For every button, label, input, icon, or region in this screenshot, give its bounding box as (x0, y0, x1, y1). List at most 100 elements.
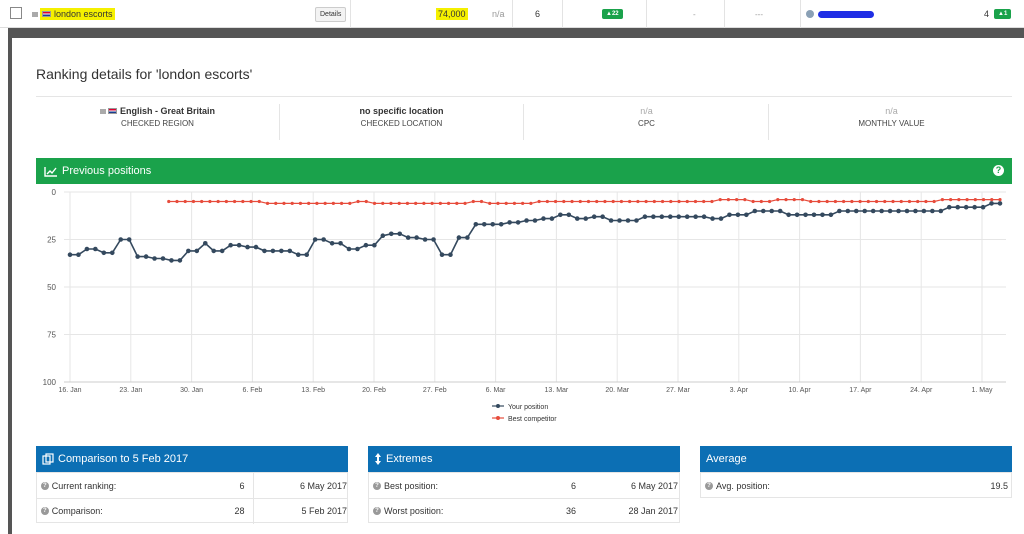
your-position-point (270, 248, 276, 254)
y-tick-label: 75 (47, 331, 56, 340)
comparison-body: ? Current ranking: 6 6 May 2017 ? Compar… (36, 472, 348, 524)
your-position-point (608, 218, 614, 223)
average-header: Average (700, 446, 1012, 472)
your-position-point (338, 241, 343, 246)
your-position-point (930, 208, 935, 214)
competitor-point (718, 198, 722, 202)
competitor-point (578, 199, 582, 204)
region-icon (99, 108, 106, 114)
comparison-header: Comparison to 5 Feb 2017 (36, 446, 348, 472)
competitor-point (940, 198, 944, 202)
your-position-point (363, 242, 369, 248)
dash-value-2: --- (755, 9, 763, 19)
competitor-point (817, 199, 821, 204)
your-position-point (329, 241, 335, 246)
info-icon[interactable]: ? (705, 481, 713, 490)
your-position-point (295, 252, 301, 257)
dash-value: - (693, 9, 696, 19)
x-tick-label: 13. Feb (301, 387, 325, 394)
your-position-point (279, 248, 284, 254)
competitor-point (274, 201, 278, 205)
legend-label: Best competitor (508, 416, 557, 423)
competitor-point (331, 201, 335, 205)
your-position-point (769, 208, 775, 214)
competitor-point (298, 201, 303, 205)
competitor-point (809, 199, 813, 204)
competitor-point (603, 199, 607, 204)
your-position-point (794, 212, 800, 218)
your-position-point (845, 208, 851, 214)
competitor-point (685, 199, 689, 204)
your-position-point (651, 214, 656, 219)
info-icon[interactable]: ? (41, 507, 49, 515)
your-position-point (558, 212, 563, 218)
your-position-point (67, 252, 73, 257)
legend-label: Your position (508, 404, 548, 411)
your-position-point (245, 244, 250, 250)
competitor-point (562, 199, 566, 204)
x-tick-label: 6. Feb (242, 387, 262, 394)
competitor-point (455, 201, 459, 205)
your-position-point (160, 256, 166, 261)
row-label: Comparison: (51, 506, 103, 516)
competitor-point (916, 199, 920, 204)
your-position-point (448, 252, 453, 257)
competitor-point (307, 201, 311, 205)
competitor-point (595, 199, 599, 204)
competitor-point (628, 199, 632, 204)
competitor-point (553, 199, 558, 204)
your-position-point (405, 235, 411, 240)
your-position-point (186, 248, 191, 254)
your-position-point (372, 242, 377, 248)
competitor-point (743, 198, 747, 202)
cpc-info-label: CPC (638, 119, 655, 128)
region-value: English - Great Britain (119, 106, 215, 116)
competitor-point (619, 199, 624, 204)
your-position-point (118, 237, 124, 242)
cpc-value: n/a (492, 9, 505, 19)
info-icon[interactable]: ? (373, 481, 381, 490)
competitor-point (479, 199, 484, 204)
competitor-point (726, 198, 731, 202)
location-label: CHECKED LOCATION (360, 119, 443, 128)
your-position-point (109, 250, 115, 256)
your-position-point (498, 222, 504, 227)
help-icon[interactable]: ? (993, 165, 1004, 176)
competitor-point (323, 201, 327, 205)
your-position-point (532, 218, 538, 223)
monthly-value-label: MONTHLY VALUE (858, 119, 925, 128)
your-position-point (321, 237, 326, 242)
info-icon[interactable]: ? (373, 507, 381, 515)
legend-marker (496, 416, 500, 420)
competitor-point (792, 198, 796, 202)
your-position-point (600, 214, 605, 219)
row-value: 6 (570, 480, 576, 491)
your-position-point (718, 216, 724, 221)
redacted-url (818, 10, 874, 18)
info-icon[interactable]: ? (41, 481, 49, 490)
details-button[interactable]: Details (315, 6, 347, 22)
competitor-point (981, 198, 986, 202)
extremes-title: Extremes (386, 453, 433, 465)
current-position: 6 (535, 9, 541, 19)
y-tick-label: 100 (43, 378, 57, 387)
uk-flag-icon (42, 11, 51, 17)
your-position-point (143, 254, 149, 259)
your-position-point (236, 242, 242, 248)
competitor-point (652, 199, 656, 204)
your-position-point (388, 231, 394, 237)
competitor-point (990, 198, 994, 202)
your-position-point (820, 212, 825, 218)
competitor-point (776, 198, 780, 202)
your-position-point (913, 208, 918, 214)
competitor-point (233, 199, 237, 204)
your-position-point (202, 241, 208, 246)
competitor-point (973, 198, 977, 202)
your-position-point (642, 214, 648, 219)
row-checkbox[interactable] (10, 7, 22, 19)
your-position-point (346, 246, 352, 252)
keyword-highlight: london escorts (40, 8, 115, 20)
your-position-point (574, 216, 580, 221)
keyword-text[interactable]: london escorts (54, 9, 113, 19)
your-position-point (194, 248, 200, 254)
